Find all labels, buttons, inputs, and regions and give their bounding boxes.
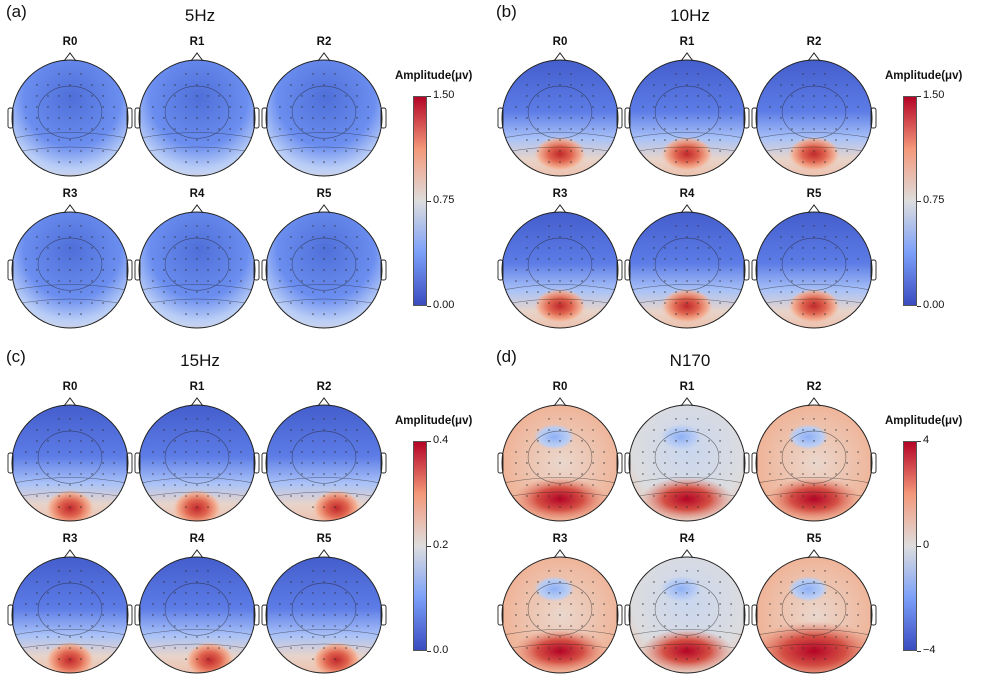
topomap-head [751,549,877,674]
colorbar-tick-mark [427,651,431,652]
topomap-label: R2 [806,381,822,393]
colorbar-tick-mark [427,546,431,547]
topomap-head [497,397,623,522]
colorbar-tick-mark [917,651,921,652]
colorbar-tick-mark [427,306,431,307]
topomap-label: R0 [62,381,78,393]
topomap-head [751,397,877,522]
panel-title: N170 [669,351,711,370]
topomap-head [261,52,387,177]
panel-letter: (a) [6,2,27,21]
topomap-head [751,52,877,177]
topomap-head [134,397,260,522]
topomap-label: R1 [679,36,695,48]
colorbar [413,96,427,306]
topomap-head [497,549,623,674]
topomap-label: R4 [679,533,695,545]
colorbar-tick-mark [917,441,921,442]
colorbar-tick-label: 1.50 [923,89,945,101]
colorbar [903,96,917,306]
topomap-head [7,52,133,177]
colorbar-title: Amplitude(μv) [885,70,963,82]
topomap-head [624,204,750,329]
colorbar-tick-label: 1.50 [433,89,455,101]
topomap-head [261,397,387,522]
colorbar-tick-label: 4 [923,434,930,446]
topomap-head [624,52,750,177]
colorbar-tick-label: 0 [923,539,930,551]
colorbar-tick-mark [917,96,921,97]
panel-title: 10Hz [670,6,710,25]
panel-title: 5Hz [184,6,216,25]
colorbar-tick-mark [427,441,431,442]
colorbar-tick-mark [917,546,921,547]
topomap-head [7,397,133,522]
colorbar-tick-label: 0.4 [433,434,449,446]
colorbar [903,441,917,651]
topomap-head [497,52,623,177]
topomap-label: R3 [62,533,78,545]
topomap-label: R2 [316,381,332,393]
topomap-label: R3 [552,188,568,200]
colorbar-title: Amplitude(μv) [395,70,473,82]
colorbar-tick-label: 0.00 [923,299,945,311]
topomap-label: R5 [316,533,332,545]
colorbar-tick-mark [917,201,921,202]
topomap-head [7,549,133,674]
topomap-label: R5 [806,188,822,200]
topomap-head [497,204,623,329]
panel-letter: (b) [496,2,517,21]
topomap-head [624,397,750,522]
colorbar-tick-label: −4 [923,644,936,656]
panel-title: 15Hz [180,351,220,370]
topomap-label: R2 [806,36,822,48]
topomap-label: R4 [679,188,695,200]
topomap-label: R3 [62,188,78,200]
topomap-label: R5 [316,188,332,200]
topomap-label: R0 [552,381,568,393]
panel-letter: (c) [6,347,26,366]
topomap-head [261,204,387,329]
topomap-head [624,549,750,674]
topomap-head [134,549,260,674]
panel-3: (c) 15Hz R0 R1 R2 R3 R4 R5 Amplitude(μv) 0.4 0.2 0.… [0,345,490,685]
colorbar-tick-mark [917,306,921,307]
topomap-label: R2 [316,36,332,48]
colorbar-title: Amplitude(μv) [395,415,473,427]
colorbar-tick-mark [427,201,431,202]
topomap-label: R1 [189,381,205,393]
panel-4: (d) N170 R0 R1 R2 R3 R4 R5 Amplitude(μv) 4 0 −4 [490,345,980,685]
colorbar-tick-label: 0.75 [923,194,945,206]
topomap-head [751,204,877,329]
topomap-label: R0 [552,36,568,48]
panel-2: (b) 10Hz R0 R1 R2 R3 R4 R5 Amplitude(μv) 1.50 0.75… [490,0,980,340]
topomap-label: R4 [189,188,205,200]
colorbar-title: Amplitude(μv) [885,415,963,427]
colorbar-tick-label: 0.00 [433,299,455,311]
topomap-label: R3 [552,533,568,545]
panel-letter: (d) [496,347,517,366]
panel-1: (a) 5Hz R0 R1 R2 R3 R4 R5 Amplitude(μv) 1.50 0.75 0… [0,0,490,340]
topomap-label: R5 [806,533,822,545]
topomap-head [7,204,133,329]
topomap-label: R1 [679,381,695,393]
topomap-label: R0 [62,36,78,48]
topomap-head [134,52,260,177]
colorbar-tick-label: 0.75 [433,194,455,206]
colorbar-tick-label: 0.2 [433,539,449,551]
colorbar-tick-mark [427,96,431,97]
topomap-head [261,549,387,674]
topomap-head [134,204,260,329]
colorbar-tick-label: 0.0 [433,644,449,656]
colorbar [413,441,427,651]
topomap-label: R4 [189,533,205,545]
topomap-label: R1 [189,36,205,48]
